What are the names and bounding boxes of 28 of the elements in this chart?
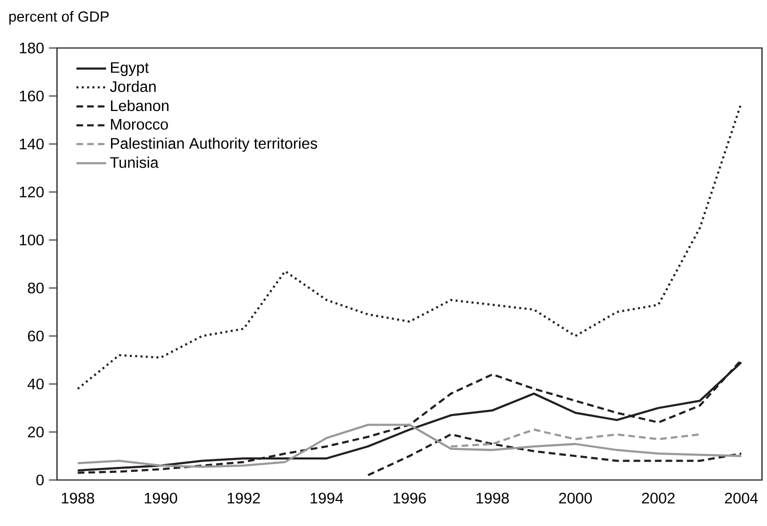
x-tick-label: 1994 bbox=[310, 492, 344, 504]
x-tick-label: 1996 bbox=[394, 492, 426, 504]
y-tick-label: 160 bbox=[20, 90, 44, 102]
y-tick-label: 100 bbox=[20, 234, 44, 246]
legend-label: Morocco bbox=[111, 119, 168, 130]
x-tick-label: 1988 bbox=[62, 492, 94, 504]
x-tick-label: 2004 bbox=[724, 492, 758, 504]
legend-label: Jordan bbox=[110, 80, 156, 92]
line-series bbox=[450, 428, 701, 448]
y-tick-label: 140 bbox=[20, 138, 44, 150]
x-tick-label: 2002 bbox=[642, 492, 675, 504]
y-tick-label: 20 bbox=[28, 426, 44, 438]
y-tick-label: 60 bbox=[28, 330, 44, 342]
x-tick-label: 1998 bbox=[476, 492, 509, 504]
legend-label: Palestinian Authority territories bbox=[111, 138, 318, 152]
y-axis-title: percent of GDP bbox=[9, 10, 109, 25]
legend-label: Egypt bbox=[111, 62, 149, 76]
x-tick-label: 2000 bbox=[559, 492, 592, 504]
y-tick-label: 180 bbox=[20, 42, 44, 54]
y-tick-label: 80 bbox=[28, 282, 44, 294]
line-series bbox=[76, 424, 742, 468]
x-tick-label: 1992 bbox=[228, 492, 260, 504]
y-tick-label: 120 bbox=[20, 186, 44, 198]
x-tick-label: 1990 bbox=[144, 492, 178, 504]
y-tick-label: 0 bbox=[36, 474, 44, 486]
legend-label: Lebanon bbox=[111, 100, 168, 112]
legend-label: Tunisia bbox=[110, 156, 159, 168]
y-tick-label: 40 bbox=[28, 378, 44, 390]
